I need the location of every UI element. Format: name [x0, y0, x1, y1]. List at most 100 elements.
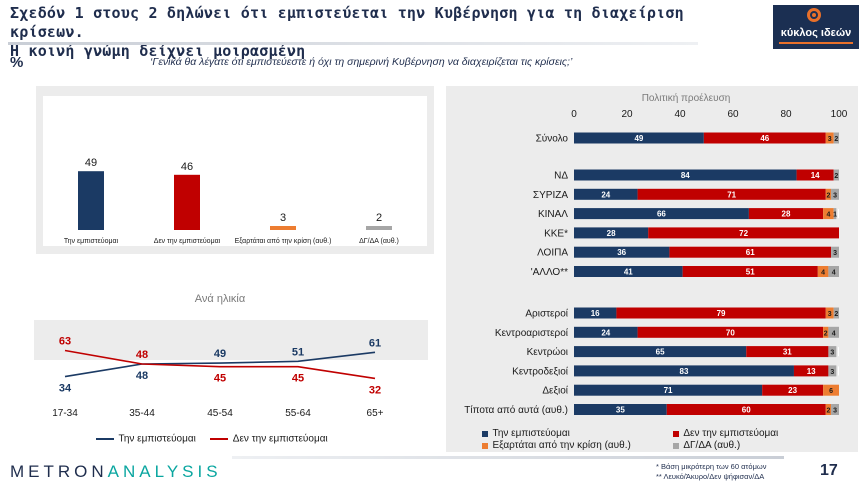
political-category-label: Κεντροδεξιοί	[512, 365, 569, 377]
political-legend: Την εμπιστεύομαι Δεν την εμπιστεύομαι Εξ…	[482, 428, 842, 452]
x-axis-tick-label: 80	[780, 109, 792, 120]
stacked-segment	[825, 404, 832, 415]
stacked-segment	[823, 326, 829, 338]
segment-value-label: 2	[826, 192, 830, 199]
age-data-label: 34	[59, 383, 72, 395]
total-bar	[366, 226, 392, 230]
stacked-segment	[574, 346, 747, 358]
total-bar-category-label: ΔΓ/ΔΑ (αυθ.)	[359, 238, 399, 245]
segment-value-label: 61	[746, 248, 755, 257]
metron-analysis-logo: METRONANALYSIS	[10, 462, 222, 482]
stacked-segment	[746, 346, 829, 358]
segment-value-label: 4	[821, 270, 825, 277]
stacked-segment	[616, 307, 826, 319]
segment-value-label: 2	[826, 408, 830, 415]
survey-question: ‘Γενικά θα λέγατε ότι εμπιστεύεστε ή όχι…	[150, 56, 573, 68]
stacked-segment	[748, 208, 824, 220]
political-category-label: ΣΥΡΙΖΑ	[533, 190, 568, 201]
legend-swatch-distrust	[672, 431, 679, 437]
total-bar-category-label: Εξαρτάται από την κρίση (αυθ.)	[235, 237, 332, 245]
segment-value-label: 3	[828, 136, 832, 143]
stacked-segment	[574, 365, 794, 377]
segment-value-label: 51	[746, 268, 755, 277]
age-axis-tick-label: 35-44	[129, 408, 155, 419]
stacked-segment	[833, 208, 837, 220]
logo-ring-icon	[807, 8, 821, 22]
segment-value-label: 13	[807, 367, 816, 376]
age-legend: Την εμπιστεύομαι Δεν την εμπιστεύομαι	[96, 430, 328, 448]
segment-value-label: 70	[726, 328, 735, 337]
x-axis-tick-label: 40	[674, 109, 686, 120]
stacked-segment	[833, 307, 839, 319]
total-bar	[270, 226, 296, 230]
page-title: Σχεδόν 1 στους 2 δηλώνει ότι εμπιστεύετα…	[10, 4, 750, 61]
legend-item-3: Εξαρτάται από την κρίση (αυθ.)	[492, 440, 631, 452]
stacked-segment	[682, 266, 818, 277]
kyklos-ideon-logo: κύκλος ιδεών	[773, 5, 859, 49]
stacked-segment	[574, 404, 667, 415]
political-category-label: ΚΙΝΑΛ	[538, 209, 568, 220]
age-axis-tick-label: 65+	[367, 408, 384, 419]
stacked-segment	[833, 169, 839, 181]
age-data-label: 32	[369, 384, 381, 396]
x-axis-tick-label: 20	[621, 109, 633, 120]
segment-value-label: 72	[739, 229, 748, 238]
stacked-segment	[574, 246, 670, 258]
stacked-segment	[825, 188, 832, 200]
title-line-2: Η κοινή γνώμη δείχνει μοιρασμένη	[10, 42, 306, 60]
segment-value-label: 46	[760, 134, 769, 143]
title-line-1: Σχεδόν 1 στους 2 δηλώνει ότι εμπιστεύετα…	[10, 4, 684, 41]
political-category-label: Αριστεροί	[525, 308, 568, 320]
segment-value-label: 3	[828, 311, 832, 318]
stacked-segment	[574, 188, 638, 200]
stacked-segment	[796, 169, 834, 181]
x-axis-tick-label: 60	[727, 109, 739, 120]
segment-value-label: 3	[830, 369, 834, 376]
segment-value-label: 31	[783, 348, 792, 357]
segment-value-label: 24	[601, 328, 610, 337]
age-data-label: 45	[292, 373, 304, 385]
political-category-label: Κεντροαριστεροί	[495, 327, 569, 339]
total-bar-value-label: 46	[181, 161, 193, 173]
segment-value-label: 14	[811, 171, 820, 180]
stacked-segment	[637, 188, 826, 200]
segment-value-label: 79	[717, 309, 726, 318]
segment-value-label: 36	[617, 248, 626, 257]
segment-value-label: 2	[834, 136, 838, 143]
political-category-label: Τίποτα από αυτά (αυθ.)	[464, 404, 568, 416]
age-data-label: 51	[292, 346, 304, 358]
segment-value-label: 71	[727, 190, 736, 199]
political-category-label: Κεντρώοι	[527, 346, 568, 358]
segment-value-label: 23	[788, 386, 797, 395]
age-data-label: 48	[136, 370, 148, 382]
segment-value-label: 3	[833, 192, 837, 199]
political-chart-title: Πολιτική προέλευση	[642, 92, 731, 104]
segment-value-label: 4	[832, 270, 836, 277]
title-divider	[8, 42, 698, 45]
logo-text: κύκλος ιδεών	[780, 27, 852, 39]
segment-value-label: 83	[680, 367, 689, 376]
stacked-segment	[669, 246, 832, 258]
stacked-segment	[574, 326, 638, 338]
page-number: 17	[820, 462, 838, 479]
stacked-segment	[574, 169, 797, 181]
segment-value-label: 16	[591, 309, 600, 318]
segment-value-label: 2	[834, 311, 838, 318]
total-bar-value-label: 3	[280, 212, 286, 224]
segment-value-label: 66	[657, 210, 666, 219]
segment-value-label: 71	[664, 386, 673, 395]
political-category-label: ΛΟΙΠΑ	[537, 248, 568, 259]
age-axis-tick-label: 55-64	[285, 408, 311, 419]
distrust-series-line	[64, 349, 376, 380]
stacked-segment	[574, 132, 704, 144]
stacked-segment	[823, 384, 839, 396]
segment-value-label: 35	[616, 406, 625, 415]
total-bar-chart: 49 Την εμπιστεύομαι 46 Δεν την εμπιστεύομαι…	[64, 157, 399, 245]
political-category-label: Δεξιοί	[542, 385, 568, 397]
logo-underline	[779, 42, 853, 44]
age-data-label: 48	[136, 349, 148, 361]
legend-item-2: Δεν την εμπιστεύομαι	[683, 428, 779, 439]
stacked-segment	[831, 246, 839, 258]
political-category-label: ΝΔ	[554, 171, 568, 182]
